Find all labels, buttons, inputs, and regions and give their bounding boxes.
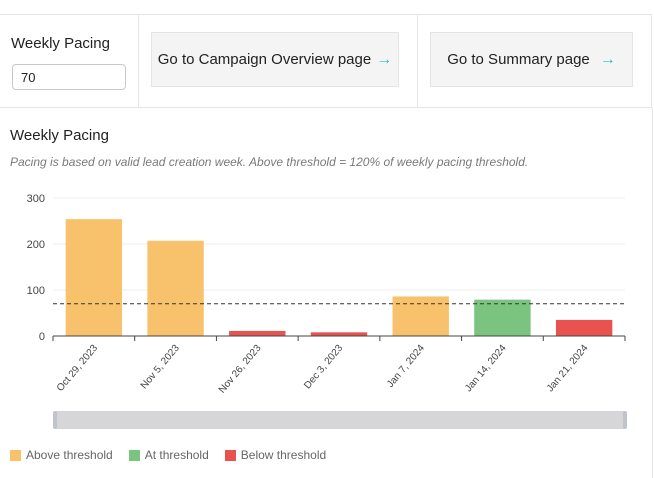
legend-swatch: [224, 449, 236, 461]
bar: [310, 332, 368, 336]
bar: [392, 296, 449, 336]
bar: [65, 219, 123, 336]
arrow-right-icon: →: [599, 50, 616, 68]
y-tick-label: 0: [39, 331, 45, 343]
legend-item-below[interactable]: Below threshold: [224, 448, 327, 462]
x-tick-label: Dec 3, 2023: [302, 343, 345, 392]
legend-label: Above threshold: [26, 448, 113, 462]
y-tick-label: 300: [27, 193, 45, 205]
weekly-pacing-input[interactable]: [12, 64, 126, 90]
x-tick-label: Nov 5, 2023: [139, 343, 182, 392]
campaign-overview-button-label: Go to Campaign Overview page: [157, 51, 372, 68]
panel-border: [652, 108, 653, 478]
header-row: Weekly Pacing Go to Campaign Overview pa…: [0, 14, 652, 108]
header-divider: [417, 15, 418, 107]
summary-page-button[interactable]: Go to Summary page →: [430, 32, 633, 87]
legend-swatch: [10, 449, 21, 461]
bar: [474, 299, 531, 336]
scrollbar-left-handle[interactable]: [53, 411, 57, 429]
x-tick-label: Oct 29, 2023: [55, 343, 101, 394]
campaign-overview-button[interactable]: Go to Campaign Overview page →: [151, 32, 399, 87]
weekly-pacing-label: Weekly Pacing: [11, 35, 110, 52]
scrollbar-right-handle[interactable]: [623, 411, 627, 429]
summary-page-button-label: Go to Summary page: [447, 51, 590, 68]
legend-item-at[interactable]: At threshold: [128, 448, 209, 462]
y-tick-label: 200: [27, 239, 45, 251]
header-divider: [138, 15, 139, 107]
y-tick-label: 100: [27, 285, 45, 297]
arrow-right-icon: →: [376, 50, 393, 68]
x-tick-label: Jan 7, 2024: [385, 343, 427, 390]
x-tick-label: Jan 14, 2024: [463, 343, 509, 395]
x-tick-label: Nov 26, 2023: [217, 343, 264, 396]
bar: [229, 330, 286, 336]
bar: [555, 319, 613, 336]
chart-scrollbar[interactable]: [53, 411, 627, 429]
chart-legend: Above threshold At threshold Below thres…: [10, 448, 326, 462]
x-tick-label: Jan 21, 2024: [545, 343, 591, 395]
weekly-pacing-chart: 0 100 200 300 Oct 29, 2023 Nov 5, 2023 Nov 26,…: [27, 193, 626, 396]
legend-label: Below threshold: [240, 448, 327, 462]
chart-section-title: Weekly Pacing: [10, 127, 109, 144]
legend-item-above[interactable]: Above threshold: [10, 448, 113, 462]
legend-swatch: [128, 449, 140, 461]
legend-label: At threshold: [144, 448, 209, 462]
chart-section-note: Pacing is based on valid lead creation w…: [10, 155, 529, 169]
bar: [147, 240, 204, 336]
